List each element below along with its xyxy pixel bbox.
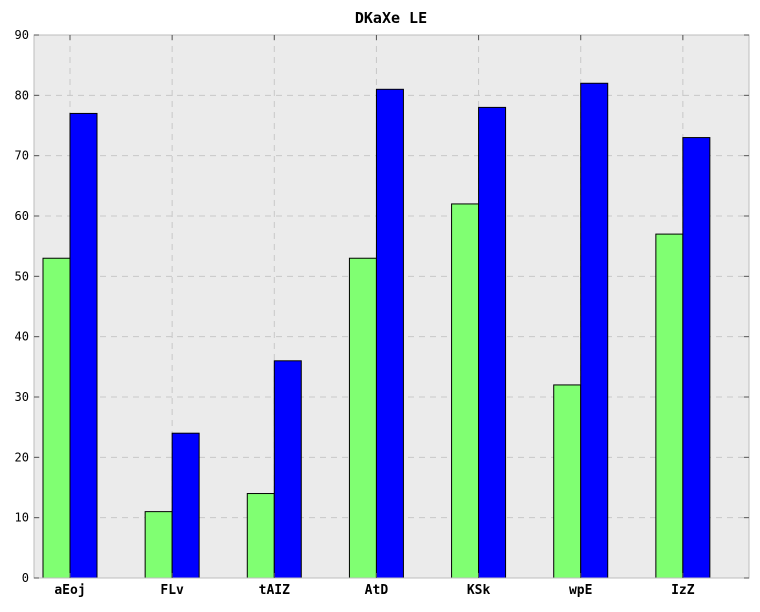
xtick-label-aEoj: aEoj <box>54 583 85 598</box>
bar-wpE-series-2 <box>580 82 609 579</box>
bars-layer <box>42 82 711 579</box>
ytick-label-80: 80 <box>15 88 29 102</box>
xtick-label-tAIZ: tAIZ <box>259 583 290 598</box>
bar-FLv-series-1 <box>144 511 173 579</box>
bar-aEoj-series-1 <box>42 257 71 579</box>
xtick-label-wpE: wpE <box>569 583 592 598</box>
tick-labels-layer: 0 10 20 30 40 50 60 70 80 90 aEoj FLv tAIZ AtD KSk wpE I… <box>15 28 695 598</box>
bar-aEoj-series-2 <box>69 112 98 579</box>
frame-layer <box>33 34 750 579</box>
ytick-label-70: 70 <box>15 149 29 163</box>
bar-KSk-series-2 <box>478 106 507 579</box>
bar-KSk-series-1 <box>451 203 480 579</box>
ytick-label-10: 10 <box>15 511 29 525</box>
ytick-label-50: 50 <box>15 269 29 283</box>
xtick-label-FLv: FLv <box>160 583 184 598</box>
bar-AtD-series-1 <box>348 257 377 579</box>
ytick-label-0: 0 <box>22 571 29 585</box>
ticks-layer <box>34 34 749 579</box>
bar-FLv-series-2 <box>171 432 200 579</box>
ytick-label-30: 30 <box>15 390 29 404</box>
xtick-label-KSk: KSk <box>467 583 491 598</box>
bar-IzZ-series-2 <box>682 137 711 579</box>
ytick-label-20: 20 <box>15 450 29 464</box>
ytick-label-90: 90 <box>15 28 29 42</box>
chart-title: DKaXe LE <box>355 9 427 27</box>
bar-tAIZ-series-2 <box>273 360 302 579</box>
plot-frame <box>33 34 750 579</box>
bar-tAIZ-series-1 <box>246 493 275 579</box>
bar-AtD-series-2 <box>375 88 404 579</box>
xtick-label-AtD: AtD <box>365 583 389 598</box>
bar-wpE-series-1 <box>553 384 582 579</box>
bar-IzZ-series-1 <box>655 233 684 579</box>
ytick-label-60: 60 <box>15 209 29 223</box>
ytick-label-40: 40 <box>15 330 29 344</box>
xtick-label-IzZ: IzZ <box>671 583 695 598</box>
